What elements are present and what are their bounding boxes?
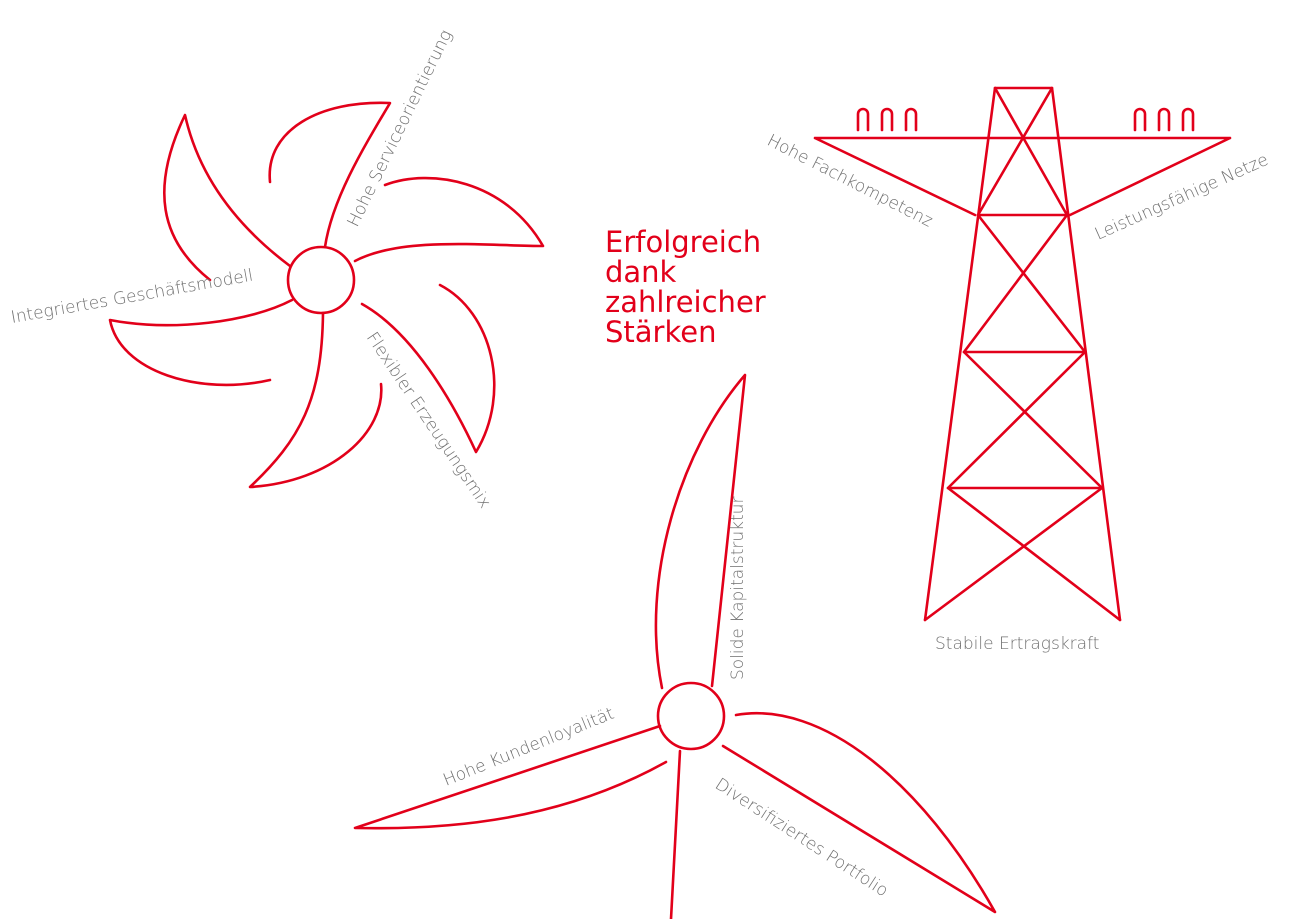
label: Flexibler Erzeugungsmix bbox=[362, 329, 495, 513]
label: Solide Kapitalstruktur bbox=[728, 497, 748, 680]
illustration: Hohe Serviceorientierung Integriertes Ge… bbox=[0, 0, 1293, 919]
label: Hohe Kundenloyalität bbox=[440, 704, 617, 791]
title-line: Stärken bbox=[605, 315, 716, 349]
blade bbox=[355, 726, 666, 828]
diagonals bbox=[925, 88, 1120, 620]
label: Integriertes Geschäftsmodell bbox=[9, 266, 254, 328]
blade bbox=[164, 115, 290, 280]
legs bbox=[925, 88, 1120, 620]
insulators bbox=[858, 109, 1193, 130]
label: Stabile Ertragskraft bbox=[935, 634, 1099, 654]
braces bbox=[948, 215, 1102, 488]
pylon bbox=[815, 88, 1230, 620]
title-line: Erfolgreich bbox=[605, 225, 761, 259]
title-line: dank bbox=[605, 255, 677, 289]
hub bbox=[288, 247, 354, 313]
label: Leistungsfähige Netze bbox=[1092, 150, 1272, 245]
title-line: zahlreicher bbox=[605, 285, 766, 319]
blade bbox=[110, 300, 292, 385]
hub bbox=[658, 683, 724, 749]
mast bbox=[671, 751, 680, 919]
blade bbox=[355, 178, 543, 261]
label: Hohe Serviceorientierung bbox=[344, 27, 457, 230]
label: Hohe Fachkompetenz bbox=[764, 131, 936, 232]
